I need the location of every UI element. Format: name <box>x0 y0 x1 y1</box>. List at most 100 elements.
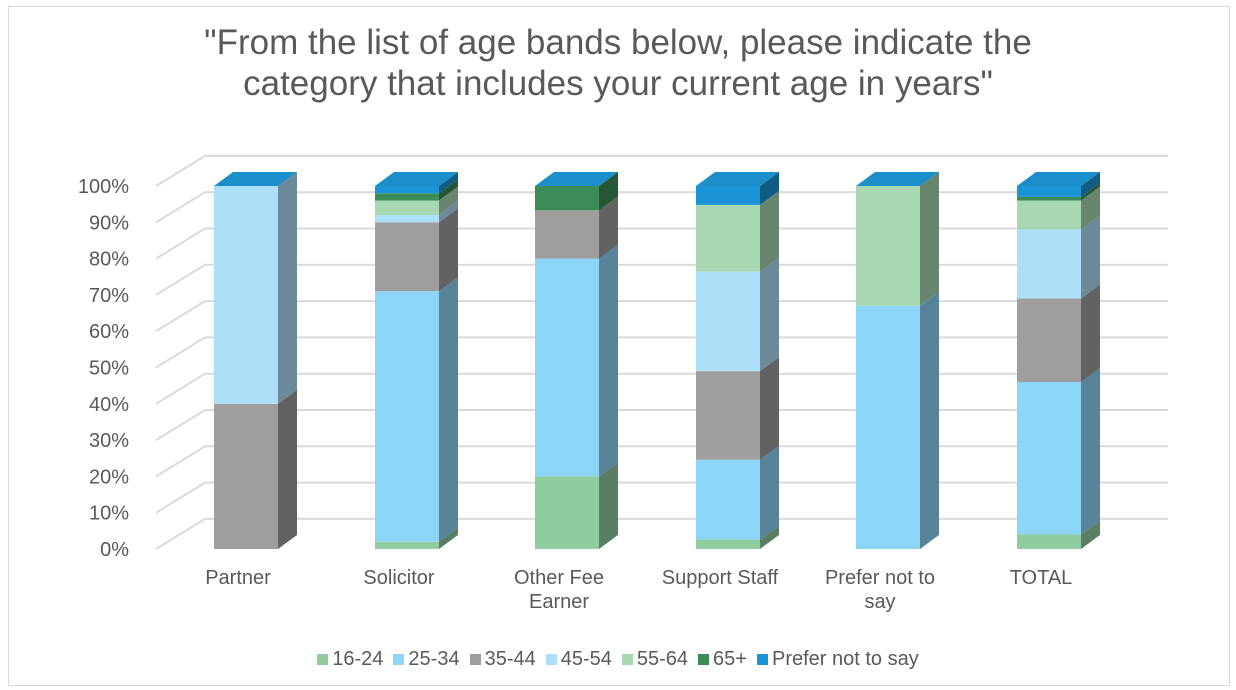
gridline-side <box>155 227 206 260</box>
bar-segment-side <box>1081 172 1100 197</box>
bar-segment-side <box>278 172 297 404</box>
bar-segment-side <box>760 445 779 540</box>
bar-segment <box>696 271 760 372</box>
y-tick-label: 80% <box>89 249 129 271</box>
bar-segment-side <box>439 201 458 223</box>
gridline-side <box>155 300 206 333</box>
bar-segment-side <box>920 291 939 549</box>
bar-segment-side <box>1081 284 1100 383</box>
y-tick-label: 60% <box>89 321 129 343</box>
bar-segment <box>375 291 439 542</box>
bar-segment <box>375 215 439 223</box>
gridline-side <box>155 191 206 224</box>
legend-item: 45-54 <box>545 648 612 671</box>
bar-segment <box>535 210 599 259</box>
bar-segment-side <box>760 357 779 460</box>
legend-label: 35-44 <box>484 648 536 670</box>
bar-segment <box>696 204 760 272</box>
bar-segment-side <box>439 277 458 542</box>
bar-segment <box>1017 534 1081 549</box>
legend-label: 16-24 <box>332 648 384 670</box>
legend-swatch <box>545 654 557 665</box>
y-tick-label: 100% <box>78 176 129 198</box>
gridline-side <box>155 518 206 550</box>
bar-segment <box>375 541 439 549</box>
bar-segment-side <box>439 186 458 216</box>
bar-segment <box>856 305 920 549</box>
x-tick-label: Solicitor <box>363 567 434 589</box>
bar-segment-side <box>760 525 779 549</box>
legend-label: 65+ <box>713 648 747 670</box>
gridline-side <box>155 372 206 405</box>
bar-segment <box>1017 196 1081 201</box>
bar-segment-side <box>760 257 779 372</box>
legend-label: 55-64 <box>636 648 689 670</box>
bar-segment <box>375 186 439 194</box>
chart-title: "From the list of age bands below, pleas… <box>0 22 1236 104</box>
legend: 16-24 25-34 35-44 45-54 55-64 65+ Prefer not t… <box>0 648 1236 671</box>
bar-segment-side <box>599 172 618 211</box>
x-tick-label: Earner <box>529 591 589 613</box>
bar-top-face <box>696 172 779 186</box>
bar-segment-side <box>439 208 458 292</box>
bar-segment-side <box>760 172 779 205</box>
bar-segment-side <box>920 172 939 306</box>
bar-segment <box>214 186 278 404</box>
y-tick-label: 20% <box>89 466 129 488</box>
bar-segment <box>375 193 439 201</box>
gridline-side <box>155 409 206 441</box>
bar-segment-side <box>1081 215 1100 299</box>
x-tick-label: Partner <box>205 567 271 589</box>
legend-item: 55-64 <box>621 648 689 671</box>
bar-segment-side <box>439 179 458 201</box>
bar-segment <box>535 476 599 549</box>
bar-top-face <box>856 172 939 186</box>
legend-swatch <box>393 654 405 665</box>
bar-segment-side <box>599 462 618 549</box>
bar-segment <box>696 459 760 540</box>
legend-swatch <box>621 654 633 665</box>
legend-label: Prefer not to say <box>771 648 919 670</box>
y-tick-label: 10% <box>89 503 129 525</box>
bar-segment-side <box>760 190 779 272</box>
bar-segment <box>1017 382 1081 535</box>
bar-segment <box>375 222 439 292</box>
chart-title-line-2: category that includes your current age … <box>243 64 993 103</box>
y-tick-label: 30% <box>89 430 129 452</box>
bar-top-face <box>1017 172 1100 186</box>
legend-swatch <box>317 654 329 665</box>
x-tick-label: say <box>864 591 895 613</box>
bar-segment <box>535 258 599 477</box>
gridline-side <box>155 155 206 187</box>
bar-segment <box>1017 229 1081 299</box>
legend-item: 25-34 <box>393 648 460 671</box>
bar-segment-side <box>599 244 618 477</box>
y-tick-label: 90% <box>89 212 129 234</box>
legend-item: 65+ <box>698 648 747 671</box>
bar-segment <box>1017 298 1081 383</box>
bar-segment-side <box>439 527 458 549</box>
bar-segment <box>696 186 760 205</box>
bar-segment <box>696 371 760 460</box>
legend-swatch <box>756 654 768 665</box>
legend-label: 25-34 <box>408 648 460 670</box>
legend-item: 16-24 <box>317 648 383 671</box>
bar-segment <box>696 539 760 549</box>
legend-label: 45-54 <box>560 648 612 670</box>
y-tick-label: 0% <box>100 539 129 561</box>
x-tick-label: TOTAL <box>1010 567 1073 589</box>
x-tick-label: Prefer not to <box>825 567 935 589</box>
x-tick-label: Support Staff <box>662 567 779 589</box>
bar-segment <box>214 403 278 549</box>
chart-title-line-1: "From the list of age bands below, pleas… <box>204 23 1032 62</box>
bar-segment-side <box>1081 520 1100 549</box>
y-tick-label: 50% <box>89 358 129 380</box>
bar-segment-side <box>278 389 297 549</box>
bar-segment-side <box>1081 186 1100 230</box>
bar-segment <box>535 186 599 211</box>
gridline-side <box>155 481 206 514</box>
y-tick-label: 70% <box>89 285 129 307</box>
x-tick-label: Other Fee <box>514 567 604 589</box>
bar-segment-side <box>599 196 618 259</box>
